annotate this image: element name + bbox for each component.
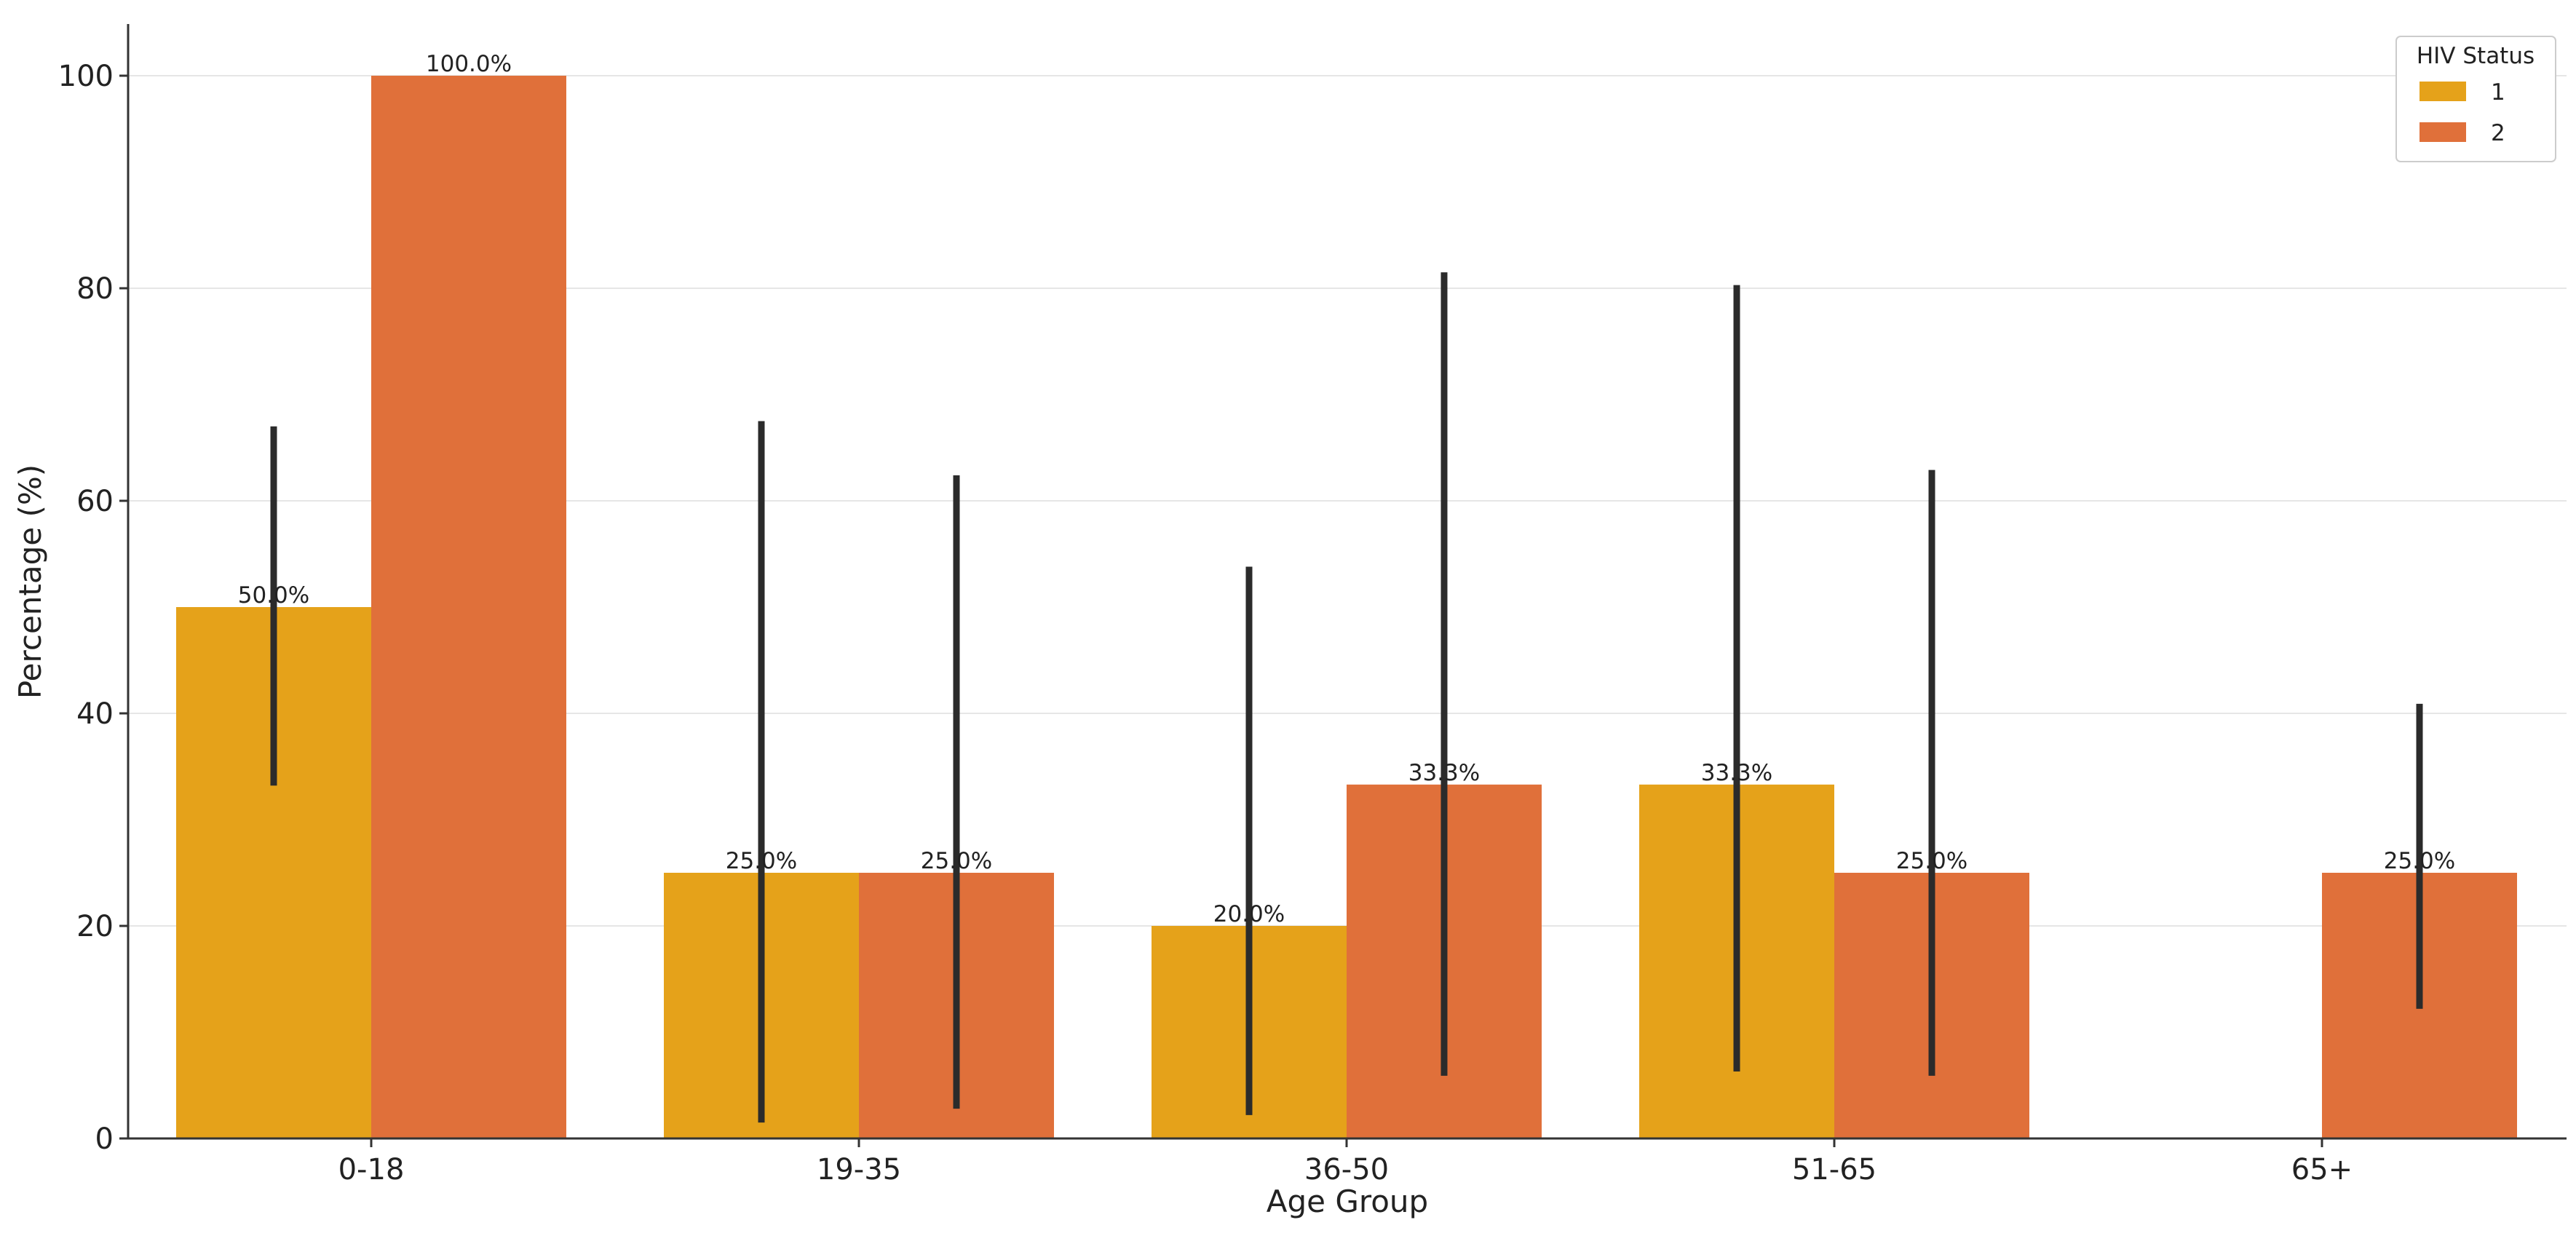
legend-label-series-2: 2 (2491, 120, 2505, 146)
data-label: 25.0% (1896, 848, 1967, 874)
data-label: 25.0% (2384, 848, 2455, 874)
data-label: 25.0% (921, 848, 992, 874)
data-label: 50.0% (238, 582, 309, 609)
x-ticks: 0-18 19-35 36-50 51-65 65+ (338, 1138, 2353, 1187)
legend-label-series-1: 1 (2491, 79, 2505, 106)
y-tick-label: 80 (76, 272, 114, 306)
data-labels: 50.0% 25.0% 20.0% 33.3% 100.0% 25.0% 33.3% 25.0… (238, 51, 2455, 927)
x-tick-label: 51-65 (1792, 1153, 1876, 1187)
y-ticks: 0 20 40 60 80 100 (58, 60, 128, 1156)
legend-swatch-series-1 (2420, 82, 2466, 101)
error-bars (270, 272, 2423, 1123)
data-label: 33.3% (1408, 760, 1480, 786)
x-tick-label: 36-50 (1304, 1153, 1389, 1187)
y-tick-label: 0 (95, 1122, 114, 1156)
legend-swatch-series-2 (2420, 122, 2466, 142)
y-tick-label: 40 (76, 697, 114, 731)
x-tick-label: 65+ (2291, 1153, 2353, 1187)
data-label: 33.3% (1701, 760, 1772, 786)
x-tick-label: 0-18 (338, 1153, 405, 1187)
legend: HIV Status 1 2 (2395, 36, 2556, 162)
data-label: 20.0% (1213, 901, 1285, 927)
data-label: 25.0% (726, 848, 797, 874)
x-tick-label: 19-35 (817, 1153, 901, 1187)
x-axis-label: Age Group (1267, 1184, 1428, 1219)
y-tick-label: 60 (76, 485, 114, 518)
legend-title: HIV Status (2417, 43, 2535, 69)
bar-series-2-0-18 (371, 76, 566, 1138)
y-axis-label: Percentage (%) (12, 464, 48, 699)
y-tick-label: 20 (76, 910, 114, 943)
data-label: 100.0% (426, 51, 512, 77)
y-tick-label: 100 (58, 60, 114, 93)
